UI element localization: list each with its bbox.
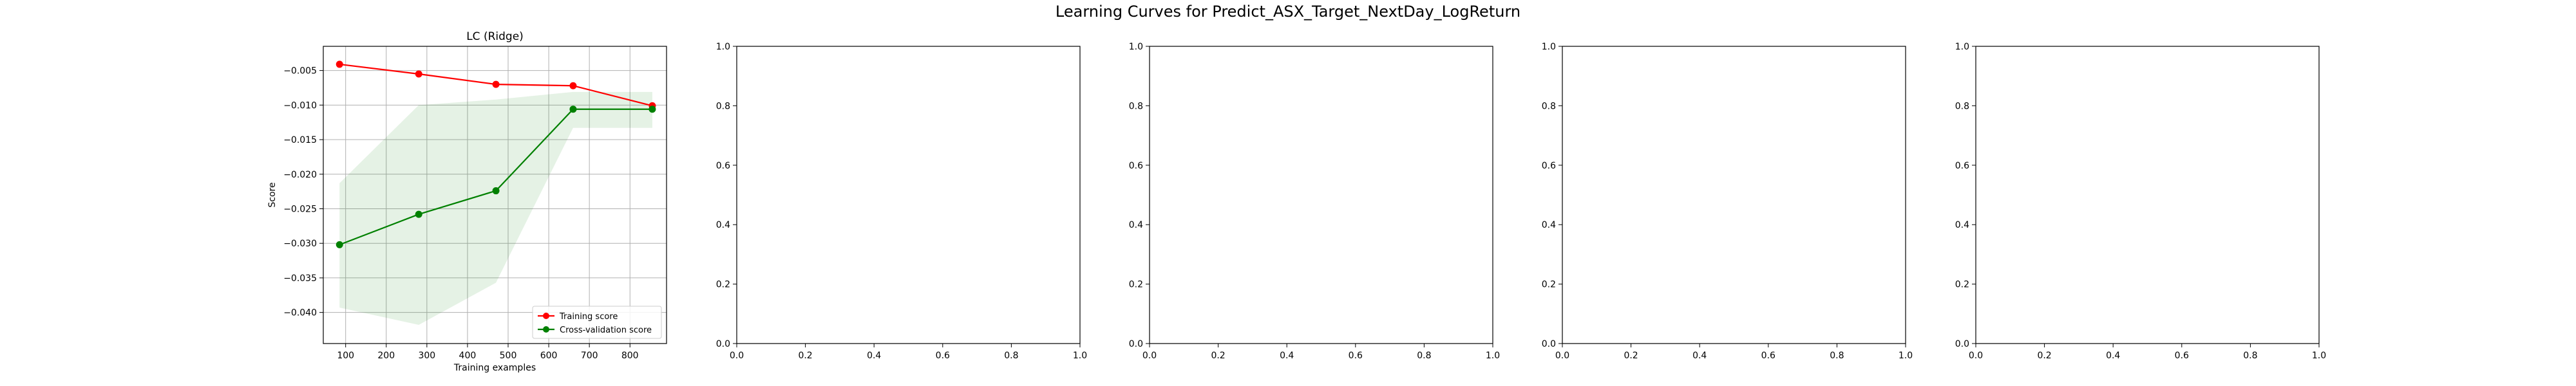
y-tick-label: 0.6: [1129, 161, 1143, 171]
x-tick-label: 0.2: [1211, 351, 1225, 361]
series-2-point: [492, 187, 500, 195]
x-tick-label: 0.2: [1624, 351, 1638, 361]
x-tick-label: 0.8: [2243, 351, 2257, 361]
y-tick-label: −0.030: [283, 239, 317, 249]
subplot-title: LC (Ridge): [466, 30, 524, 43]
y-tick-label: 0.4: [1129, 220, 1143, 230]
x-tick-label: 0.4: [867, 351, 881, 361]
x-tick-label: 700: [581, 351, 598, 361]
y-axis-label: Score: [267, 182, 278, 207]
subplot-3: 0.0 0.2 0.4 0.6 0.8 1.0 0.0 0.2 0.4 0.6 0.8 1.0: [1129, 42, 1500, 361]
y-tick-label: 1.0: [1542, 42, 1556, 52]
x-axis-label: Training examples: [453, 363, 536, 373]
x-tick-label: 0.8: [1417, 351, 1431, 361]
x-tick-label: 0.6: [2175, 351, 2189, 361]
series-2-point: [415, 210, 422, 218]
x-tick-label: 0.4: [2106, 351, 2120, 361]
y-tick-label: 0.2: [1542, 280, 1556, 290]
series-band-2: [339, 91, 652, 325]
legend-swatch-marker: [543, 313, 549, 319]
y-tick-label: 0.0: [1542, 339, 1556, 349]
y-tick-label: −0.010: [283, 100, 317, 111]
y-tick-label: 0.2: [716, 280, 730, 290]
subplot-4: 0.0 0.2 0.4 0.6 0.8 1.0 0.0 0.2 0.4 0.6 0.8 1.0: [1542, 42, 1913, 361]
series-2-point: [649, 106, 656, 113]
axes-frame: [736, 46, 1081, 344]
subplot-1: 100 200 300 400 500 600 700 800 −0.005 −0.010 −0.0…: [267, 30, 667, 373]
x-tick-label: 500: [500, 351, 517, 361]
legend-box: [532, 306, 662, 339]
x-tick-label: 1.0: [1899, 351, 1913, 361]
y-tick-label: 1.0: [1955, 42, 1969, 52]
y-tick-label: 0.0: [1955, 339, 1969, 349]
x-tick-label: 0.8: [1830, 351, 1844, 361]
y-tick-label: 1.0: [1129, 42, 1143, 52]
y-tick-label: −0.040: [283, 308, 317, 318]
axes-frame: [1975, 46, 2320, 344]
legend-label: Cross-validation score: [560, 326, 652, 335]
x-tick-label: 200: [377, 351, 395, 361]
x-tick-label: 100: [337, 351, 354, 361]
x-tick-label: 0.8: [1004, 351, 1018, 361]
series-1-point: [336, 60, 343, 68]
axes-frame: [1149, 46, 1493, 344]
y-tick-label: 0.4: [1542, 220, 1556, 230]
legend: Training score Cross-validation score: [532, 306, 662, 339]
y-tick-label: 0.8: [1129, 101, 1143, 111]
x-tick-label: 600: [540, 351, 558, 361]
y-tick-label: 0.8: [716, 101, 730, 111]
y-tick-label: −0.020: [283, 170, 317, 180]
subplot-5: 0.0 0.2 0.4 0.6 0.8 1.0 0.0 0.2 0.4 0.6 0.8 1.0: [1955, 42, 2326, 361]
y-tick-label: 0.6: [716, 161, 730, 171]
y-tick-label: 0.8: [1542, 101, 1556, 111]
y-tick-label: −0.005: [283, 66, 317, 77]
axes-frame: [323, 46, 667, 344]
x-tick-label: 0.6: [1349, 351, 1363, 361]
x-tick-label: 400: [459, 351, 477, 361]
x-tick-label: 800: [621, 351, 639, 361]
y-tick-label: 0.2: [1129, 280, 1143, 290]
x-tick-label: 0.4: [1692, 351, 1707, 361]
legend-swatch-marker: [543, 326, 549, 333]
x-tick-label: 0.0: [1969, 351, 1983, 361]
series-1-point: [569, 82, 577, 89]
y-tick-label: 0.0: [1129, 339, 1143, 349]
figure-title: Learning Curves for Predict_ASX_Target_N…: [1056, 3, 1520, 21]
x-tick-label: 1.0: [1486, 351, 1500, 361]
legend-label: Training score: [559, 312, 618, 322]
x-tick-label: 0.2: [798, 351, 812, 361]
x-tick-label: 300: [418, 351, 435, 361]
x-tick-label: 0.4: [1280, 351, 1294, 361]
y-tick-label: 0.8: [1955, 101, 1969, 111]
x-tick-label: 1.0: [1073, 351, 1087, 361]
y-tick-label: 0.0: [716, 339, 730, 349]
series-1-point: [492, 80, 500, 88]
y-tick-label: 0.4: [716, 220, 730, 230]
x-tick-label: 0.0: [730, 351, 744, 361]
x-tick-label: 0.0: [1555, 351, 1569, 361]
series-2-point: [569, 106, 577, 113]
y-tick-label: −0.015: [283, 135, 317, 145]
series-2-point: [336, 241, 343, 248]
x-tick-label: 0.6: [1761, 351, 1776, 361]
y-tick-label: 1.0: [716, 42, 730, 52]
x-tick-label: 1.0: [2312, 351, 2326, 361]
x-tick-label: 0.0: [1142, 351, 1157, 361]
y-tick-label: 0.4: [1955, 220, 1969, 230]
subplot-2: 0.0 0.2 0.4 0.6 0.8 1.0 0.0 0.2 0.4 0.6 0.8 1.0: [716, 42, 1087, 361]
y-tick-label: 0.6: [1955, 161, 1969, 171]
x-tick-label: 0.6: [936, 351, 950, 361]
x-tick-label: 0.2: [2037, 351, 2051, 361]
subplots: 100 200 300 400 500 600 700 800 −0.005 −0.010 −0.0…: [267, 30, 2326, 373]
axes-frame: [1562, 46, 1906, 344]
y-tick-label: −0.025: [283, 204, 317, 214]
y-tick-label: 0.6: [1542, 161, 1556, 171]
series-1-point: [415, 70, 422, 78]
y-tick-label: −0.035: [283, 273, 317, 284]
y-tick-label: 0.2: [1955, 280, 1969, 290]
